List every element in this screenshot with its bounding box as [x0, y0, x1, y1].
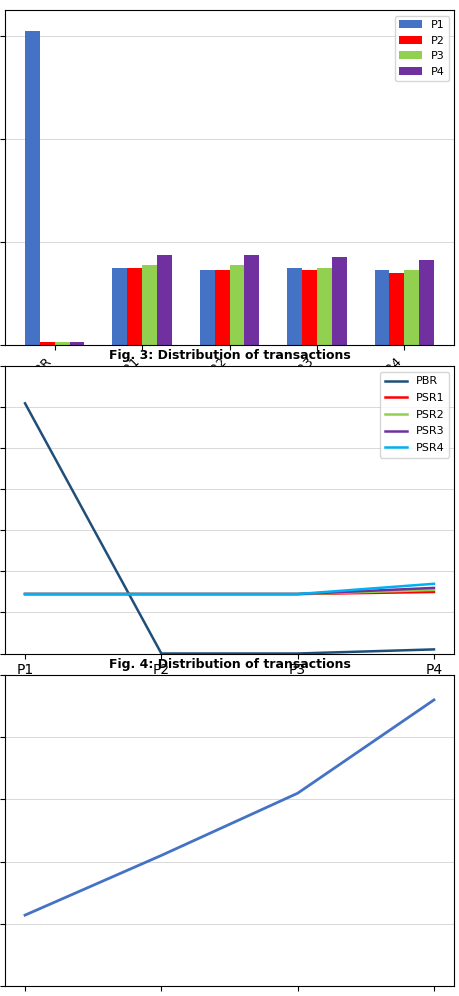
Line: PSR2: PSR2 — [25, 590, 434, 594]
Bar — [215, 270, 230, 345]
Bar — [332, 257, 347, 345]
Bar — [389, 273, 404, 345]
PSR2 — [295, 588, 300, 600]
PSR1 — [431, 586, 437, 598]
Bar — [127, 268, 142, 345]
Bar — [244, 255, 259, 345]
PSR2 — [22, 588, 28, 600]
PSR4 — [295, 588, 300, 600]
Line: PSR3: PSR3 — [25, 588, 434, 594]
PSR3 — [431, 582, 437, 594]
PSR1 — [22, 588, 28, 600]
Bar — [419, 260, 434, 345]
PSR1 — [159, 588, 164, 600]
Bar — [302, 270, 317, 345]
Bar — [200, 270, 215, 345]
PSR3 — [295, 588, 300, 600]
PBR — [295, 647, 300, 659]
Text: Fig. 3: Distribution of transactions: Fig. 3: Distribution of transactions — [109, 350, 350, 363]
PSR4 — [159, 588, 164, 600]
Bar — [317, 268, 332, 345]
PSR4 — [431, 578, 437, 590]
PSR1 — [295, 588, 300, 600]
Bar — [70, 343, 84, 345]
PBR — [431, 643, 437, 655]
Bar — [375, 270, 389, 345]
PSR3 — [159, 588, 164, 600]
PSR2 — [159, 588, 164, 600]
Bar — [112, 268, 127, 345]
Legend: P1, P2, P3, P4: P1, P2, P3, P4 — [395, 16, 449, 81]
Bar — [287, 268, 302, 345]
PSR4 — [22, 588, 28, 600]
PBR — [159, 647, 164, 659]
X-axis label: replication approach: replication approach — [148, 392, 311, 406]
PSR2 — [431, 584, 437, 596]
PBR — [22, 397, 28, 409]
Text: Fig. 4: Distribution of transactions: Fig. 4: Distribution of transactions — [109, 657, 350, 670]
Line: PSR4: PSR4 — [25, 584, 434, 594]
Bar — [157, 255, 172, 345]
Legend: PBR, PSR1, PSR2, PSR3, PSR4: PBR, PSR1, PSR2, PSR3, PSR4 — [380, 372, 449, 457]
Bar — [25, 31, 40, 345]
Line: PSR1: PSR1 — [25, 592, 434, 594]
Bar — [230, 265, 244, 345]
Bar — [40, 343, 55, 345]
Bar — [55, 343, 70, 345]
Bar — [142, 265, 157, 345]
PSR3 — [22, 588, 28, 600]
Bar — [404, 270, 419, 345]
Line: PBR: PBR — [25, 403, 434, 653]
